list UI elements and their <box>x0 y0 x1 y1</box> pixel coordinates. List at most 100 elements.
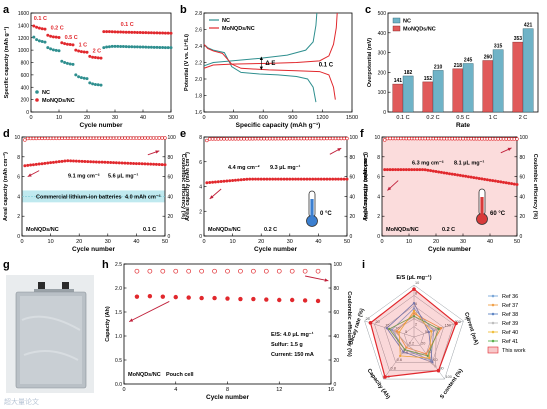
ce-point <box>74 136 79 141</box>
ce-point <box>26 136 30 141</box>
x-tick-label: 16 <box>328 387 334 393</box>
capacity-point <box>325 177 329 181</box>
annotation-arrowhead <box>129 318 134 322</box>
rate-annotation: 0.1 C <box>319 63 334 69</box>
monqds-point <box>166 31 170 35</box>
ce-point <box>336 136 341 141</box>
capacity-point <box>137 162 141 166</box>
monqds-point <box>57 35 61 39</box>
x-tick-label: 2 C <box>519 115 528 121</box>
y-tick-label: 4 <box>377 194 380 200</box>
nc-point <box>60 59 64 63</box>
y-tick-label: 200 <box>21 98 30 104</box>
capacity-point <box>507 181 511 185</box>
capacity-point <box>43 161 47 165</box>
ce-point <box>399 136 403 141</box>
ce-point <box>431 136 435 141</box>
bar-value-label: 182 <box>404 70 413 76</box>
ce-point <box>163 136 167 140</box>
radar-grid-ring <box>364 284 464 380</box>
x-tick-label: 0 <box>20 239 23 245</box>
capacity-point <box>299 177 303 181</box>
sulfur-label: Sulfur: 1.5 g <box>271 342 303 348</box>
y-tick-label: 4 <box>17 194 20 200</box>
monqds-charge-curve <box>203 12 338 69</box>
ce-point <box>345 136 349 141</box>
ce-point <box>461 137 465 141</box>
capacity-point <box>160 163 164 167</box>
y-axis-label: Specific capacity (mAh g⁻¹) <box>3 26 10 98</box>
radar-series <box>369 288 457 378</box>
y-tick-label: 0.5 <box>115 358 122 364</box>
capacity-point <box>276 177 280 181</box>
monqds-point <box>110 30 114 34</box>
ce-point <box>216 137 221 141</box>
y-tick-label: 10 <box>14 135 20 141</box>
nc-bar <box>492 49 504 113</box>
capacity-point <box>431 169 435 173</box>
nc-point <box>155 45 159 49</box>
x-tick-label: 0 <box>202 115 205 121</box>
ce-point <box>474 137 479 141</box>
ce-point <box>333 136 338 141</box>
nc-point <box>74 73 78 77</box>
x-tick-label: 10 <box>406 239 412 245</box>
x-tick-label: 40 <box>487 239 493 245</box>
ce-point <box>328 136 332 141</box>
rate-label: 2 C <box>93 49 102 55</box>
capacity-point <box>199 295 204 301</box>
monqds-point <box>141 31 145 35</box>
radar-point <box>431 361 434 364</box>
capacity-point <box>147 293 153 299</box>
capacity-point <box>316 177 320 181</box>
ce-point <box>509 137 514 141</box>
capacity-point <box>57 160 61 164</box>
x-tick-label: 1500 <box>346 115 358 121</box>
delta-e-arrowhead <box>259 66 263 71</box>
capacity-point <box>100 160 104 164</box>
ce-point <box>114 136 119 140</box>
ce-point <box>111 136 116 140</box>
nc-point <box>119 45 123 49</box>
panel-label: f <box>360 128 364 140</box>
capacity-point <box>103 160 107 164</box>
capacity-point <box>46 161 50 165</box>
sample-label: MoNQDs/NC <box>128 372 161 378</box>
monqds-point <box>124 30 128 34</box>
capacity-point <box>437 170 441 174</box>
capacity-point <box>238 296 243 302</box>
capacity-point <box>134 294 140 299</box>
capacity-point <box>66 159 70 163</box>
radar-axis-label: E/S (μL mg⁻¹) <box>396 274 431 281</box>
radar-point <box>434 365 437 368</box>
capacity-point <box>396 168 400 172</box>
nc-bar <box>522 28 534 113</box>
rate-label: 0.5 C <box>65 35 78 41</box>
annotation-arrowhead <box>324 278 329 282</box>
monqds-point <box>149 31 153 35</box>
radar-point <box>428 356 431 360</box>
ce-point <box>106 136 110 140</box>
ce-point <box>464 137 468 141</box>
capacity-point <box>319 177 323 181</box>
y2-tick-label: 40 <box>350 194 356 200</box>
x-tick-label: 0 <box>122 387 125 393</box>
x-tick-label: 4 <box>174 387 177 393</box>
annotation-arrowhead <box>387 186 392 191</box>
nc-point <box>169 46 173 50</box>
ce-point <box>160 136 164 140</box>
ce-point <box>225 137 229 141</box>
capacity-point <box>385 168 389 172</box>
y-tick-label: 300 <box>378 51 387 57</box>
capacity-point <box>294 177 298 181</box>
y-tick-label: 1200 <box>18 36 29 42</box>
ce-point <box>88 136 93 140</box>
capacity-point <box>173 294 178 300</box>
capacity-point <box>421 168 424 172</box>
x-tick-label: 8 <box>226 387 229 393</box>
annotation-arrowhead <box>209 195 214 199</box>
capacity-point <box>256 177 260 181</box>
y-tick-label: 4 <box>199 185 202 191</box>
ce-point <box>86 136 90 140</box>
